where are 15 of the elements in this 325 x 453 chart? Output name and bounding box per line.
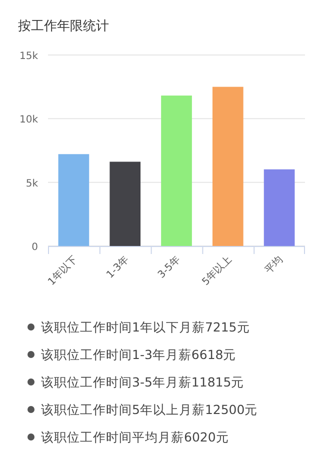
y-tick-label: 5k <box>26 178 38 190</box>
x-tick-label: 1-3年 <box>104 254 132 281</box>
text: 该职位工作时间1年以下月薪7215元 <box>41 320 250 334</box>
text: 该职位工作时间平均月薪6020元 <box>41 430 229 444</box>
y-tick-label: 10k <box>19 114 38 126</box>
x-tick-label: 1年以下 <box>46 254 80 288</box>
chart-title: 按工作年限统计 <box>18 19 109 34</box>
x-tick-label: 5年以上 <box>200 254 234 288</box>
x-tick-label: 3-5年 <box>156 254 183 281</box>
x-tick-label: 平均 <box>262 254 286 276</box>
text: 该职位工作时间5年以上月薪12500元 <box>41 402 258 417</box>
text: 该职位工作时间1-3年月薪6618元 <box>41 347 236 362</box>
y-tick-label: 0 <box>32 242 38 253</box>
y-tick-label: 15k <box>19 51 38 62</box>
text: 该职位工作时间3-5年月薪11815元 <box>41 374 244 390</box>
